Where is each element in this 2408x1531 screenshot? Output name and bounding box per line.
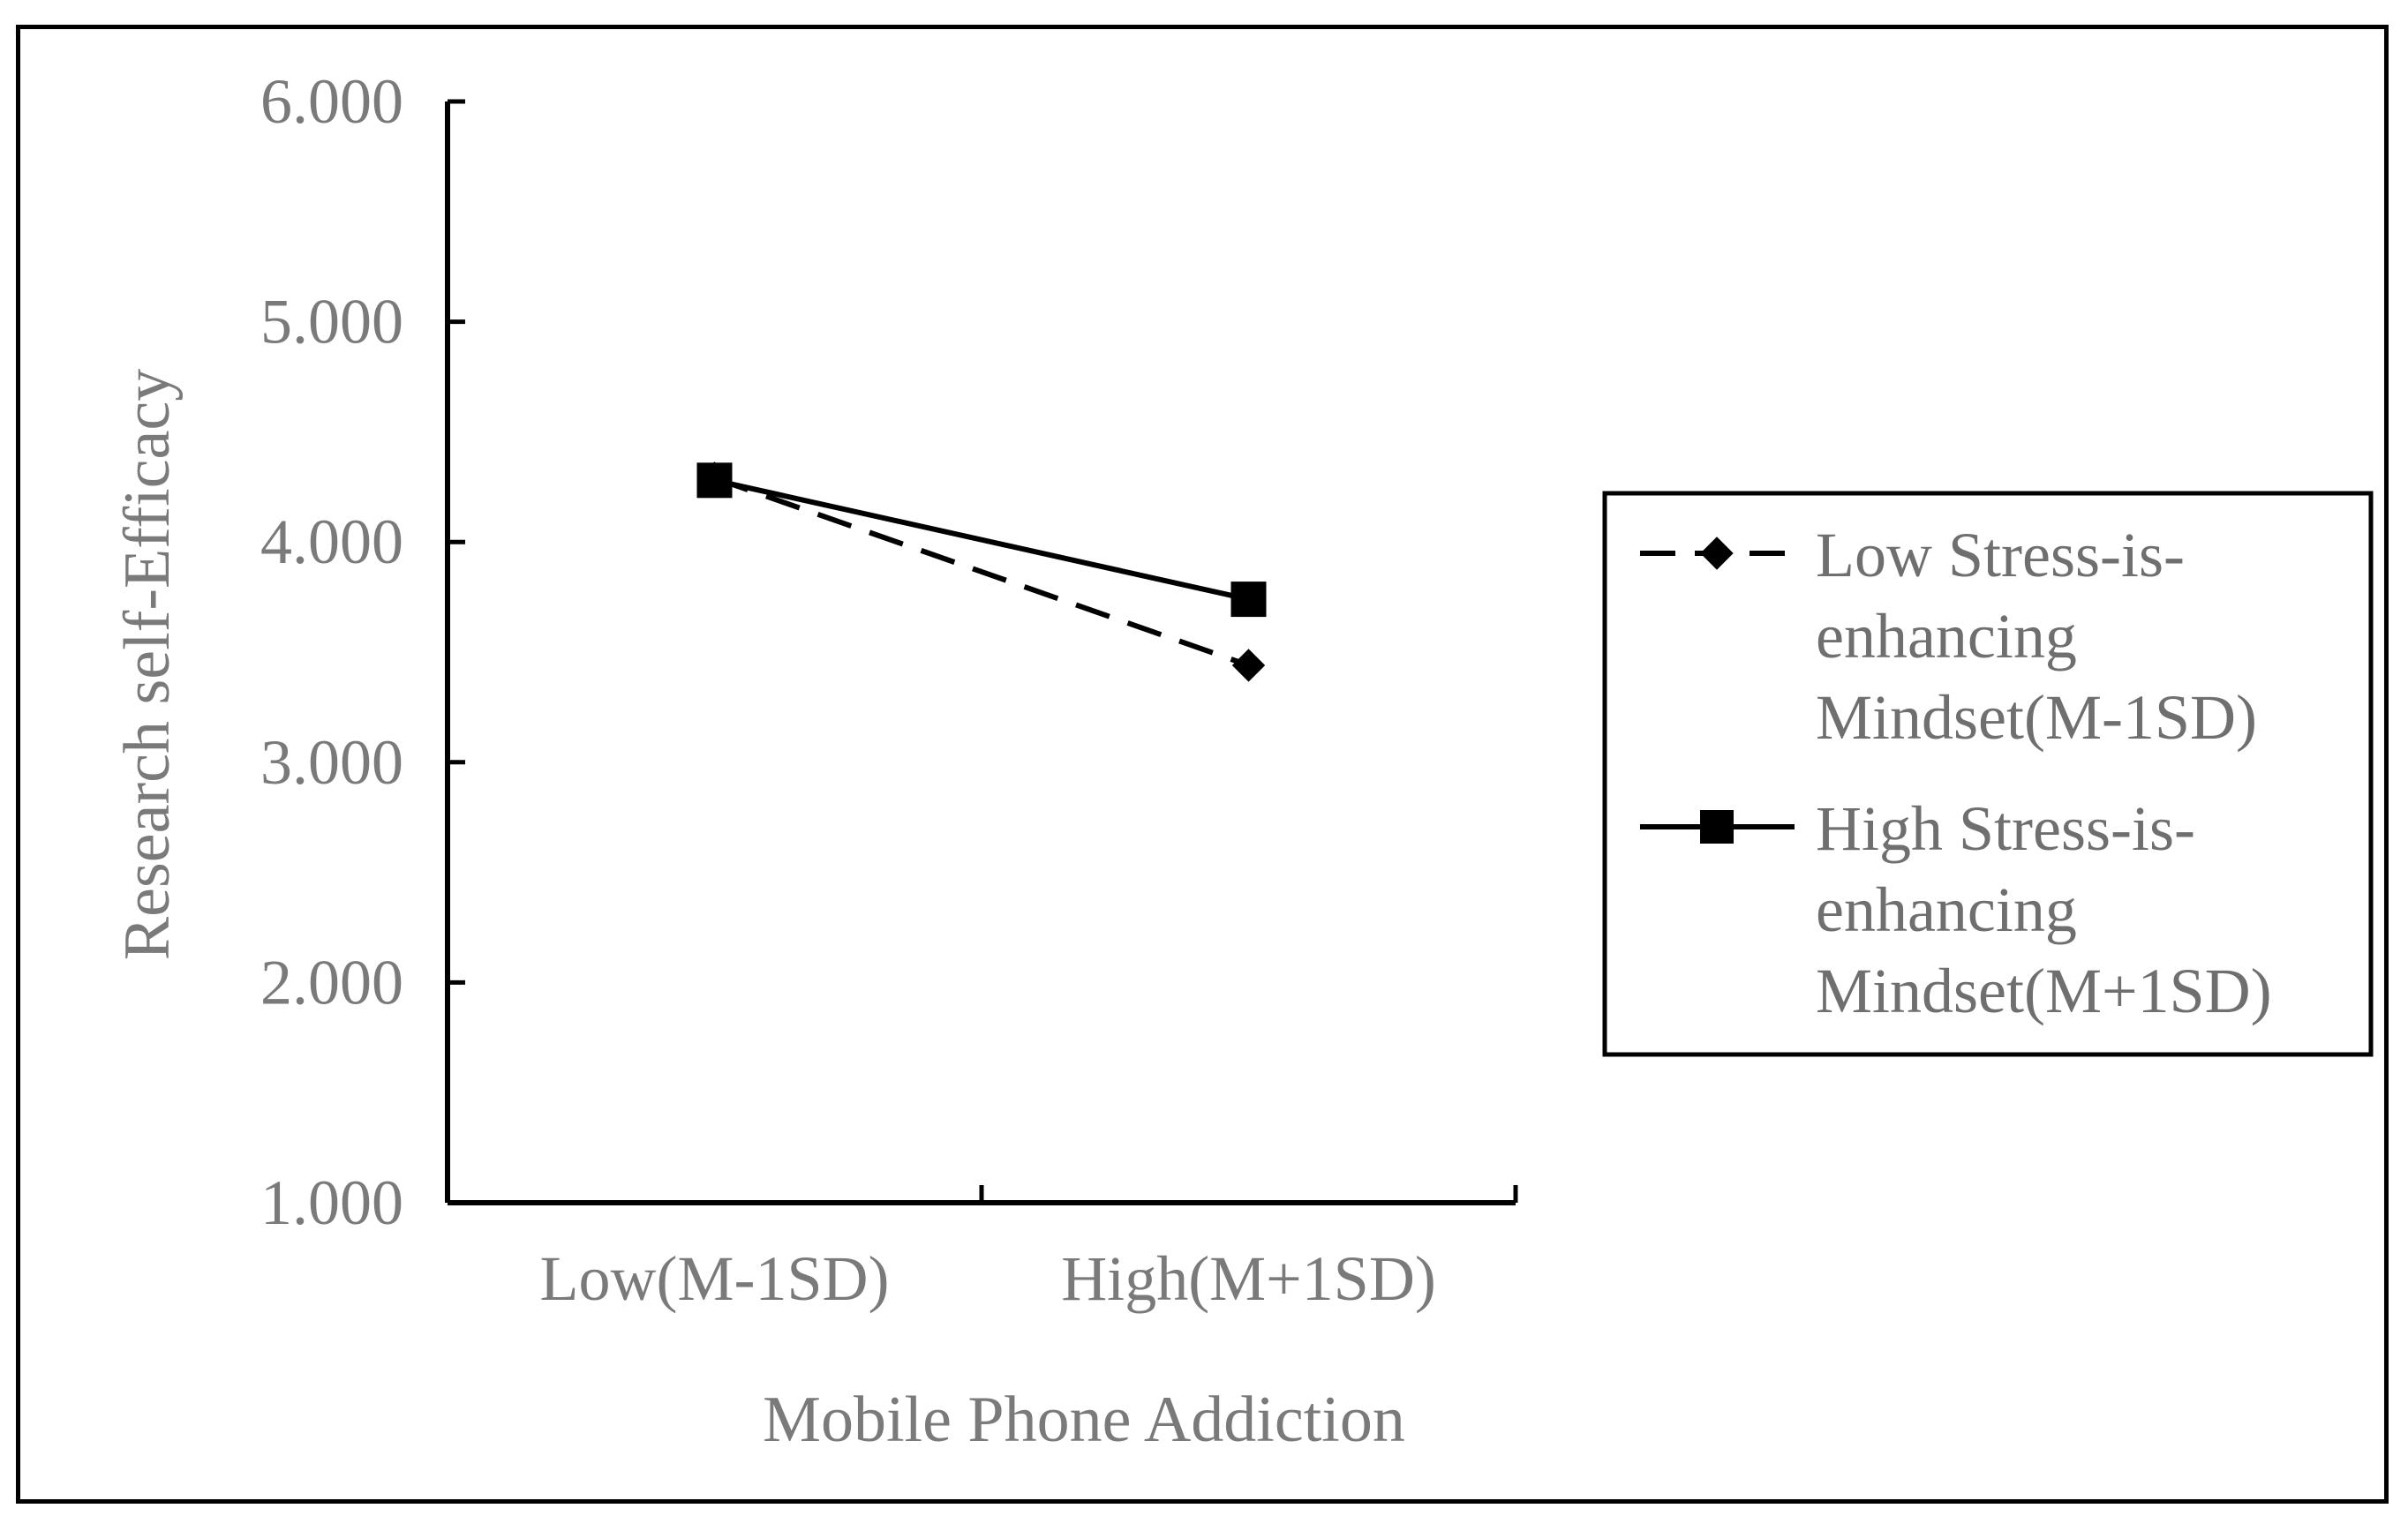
y-axis-title: Research self-Efficacy (111, 369, 184, 960)
data-point (1231, 649, 1266, 682)
y-tick-label: 1.000 (260, 1167, 403, 1238)
legend-box (1602, 491, 2374, 1057)
axes (445, 101, 1516, 1205)
series-line (713, 475, 1250, 668)
series-2 (696, 462, 1267, 618)
legend-label-line: Low Stress-is- (1816, 520, 2185, 590)
series-line (713, 477, 1250, 603)
y-tick-label: 6.000 (260, 66, 403, 137)
x-tick-label: Low(M-1SD) (540, 1243, 890, 1314)
legend-label-line: Mindset(M-1SD) (1816, 682, 2257, 753)
legend-entry-2: High Stress-is-enhancing Mindset(M+1SD) (1640, 793, 2272, 1026)
x-axis-title: Mobile Phone Addiction (763, 1384, 1405, 1456)
x-ticks: Low(M-1SD) High(M+1SD) (445, 1185, 1518, 1314)
data-point (1230, 582, 1267, 618)
legend-label-line: enhancing (1816, 601, 2077, 672)
chart-svg: 1.000 2.000 3.000 4.000 5.000 6.000 Low(M-1SD… (111, 66, 2374, 1456)
legend-entry-1: Low Stress-is-enhancing Mindset(M-1SD) (1640, 520, 2257, 753)
y-tick-label: 4.000 (260, 507, 403, 577)
x-tick-label: High(M+1SD) (1061, 1243, 1436, 1314)
chart-frame: 1.000 2.000 3.000 4.000 5.000 6.000 Low(M-1SD… (16, 25, 2389, 1504)
legend: Low Stress-is-enhancing Mindset(M-1SD) Hig… (1602, 491, 2374, 1057)
data-point (696, 462, 733, 499)
legend-label-line: enhancing (1816, 874, 2077, 945)
y-tick-label: 3.000 (260, 727, 403, 798)
series-layer (696, 462, 1267, 682)
legend-swatch-marker (1700, 810, 1734, 844)
y-tick-label: 5.000 (260, 287, 403, 357)
legend-label-line: High Stress-is- (1816, 793, 2195, 864)
y-tick-label: 2.000 (260, 947, 403, 1017)
y-ticks: 1.000 2.000 3.000 4.000 5.000 6.000 (260, 66, 465, 1238)
legend-label-line: Mindset(M+1SD) (1816, 956, 2272, 1026)
legend-swatch-marker (1700, 537, 1734, 570)
